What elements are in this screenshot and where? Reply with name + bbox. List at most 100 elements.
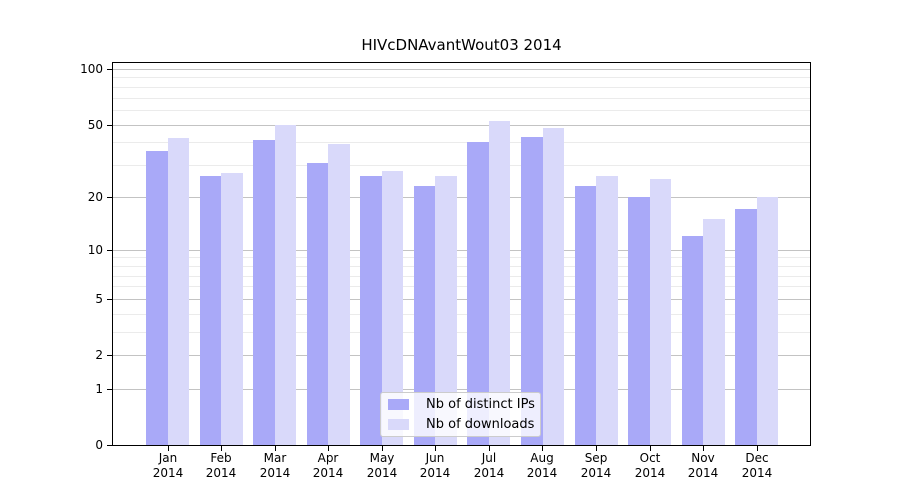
y-tick-mark [107, 389, 112, 390]
x-tick-mark [382, 446, 383, 451]
x-tick-month: May [369, 451, 395, 465]
x-tick-month: Jan [158, 451, 178, 465]
y-tick-mark [107, 299, 112, 300]
y-tick-label: 1 [95, 382, 103, 396]
x-tick-label: Jan 2014 [137, 451, 199, 481]
y-tick-label: 2 [95, 348, 103, 362]
gridlines-layer [113, 63, 810, 445]
x-tick-mark [435, 446, 436, 451]
x-tick-month: Oct [639, 451, 661, 465]
y-gridline-minor [113, 165, 810, 166]
legend-item-distinct-ips: Nb of distinct IPs [388, 396, 535, 414]
bar-ips-dec [735, 209, 757, 445]
bar-downloads-jul [488, 121, 511, 445]
x-tick-label: Mar 2014 [244, 451, 306, 481]
y-tick-mark [107, 69, 112, 70]
y-gridline-minor [113, 257, 810, 258]
y-gridline-minor [113, 332, 810, 333]
x-tick-mark [650, 446, 651, 451]
x-tick-mark [168, 446, 169, 451]
x-tick-month: Nov [691, 451, 715, 465]
x-tick-month: Apr [317, 451, 339, 465]
chart-title: HIVcDNAvantWout03 2014 [361, 36, 562, 54]
bar-downloads-feb [221, 173, 243, 445]
y-gridline-major [113, 389, 810, 390]
x-tick-label: Jun 2014 [404, 451, 466, 481]
y-tick-label: 100 [80, 62, 103, 76]
bar-ips-aug [521, 136, 543, 445]
bar-ips-may [360, 176, 382, 445]
bar-ips-oct [628, 196, 650, 445]
x-tick-year: 2014 [259, 466, 291, 480]
legend: Nb of distinct IPs Nb of downloads [380, 392, 541, 437]
x-tick-year: 2014 [687, 466, 719, 480]
bars-layer [113, 63, 810, 445]
x-tick-label: Apr 2014 [297, 451, 359, 481]
legend-swatch-downloads [388, 419, 409, 430]
bar-downloads-sep [596, 176, 618, 445]
y-tick-label: 20 [87, 190, 103, 204]
x-tick-month: Feb [210, 451, 232, 465]
x-tick-label: Sep 2014 [565, 451, 627, 481]
y-tick-mark [107, 197, 112, 198]
y-gridline-major [113, 250, 810, 251]
legend-label-distinct-ips: Nb of distinct IPs [426, 396, 535, 412]
y-tick-label: 10 [87, 243, 103, 257]
x-tick-label: Nov 2014 [672, 451, 734, 481]
y-gridline-minor [113, 110, 810, 111]
y-gridline-minor [113, 87, 810, 88]
x-tick-label: Aug 2014 [511, 451, 573, 481]
x-tick-label: Jul 2014 [458, 451, 520, 481]
plot-area: Nb of distinct IPs Nb of downloads [112, 62, 811, 446]
bar-ips-jan [146, 150, 168, 445]
y-tick-label: 50 [87, 118, 103, 132]
bar-ips-feb [199, 176, 222, 445]
x-tick-year: 2014 [312, 466, 344, 480]
bar-downloads-may [381, 170, 404, 445]
bar-downloads-jan [167, 138, 189, 445]
y-tick-label: 5 [95, 292, 103, 306]
y-tick-mark [107, 125, 112, 126]
x-tick-year: 2014 [366, 466, 398, 480]
bar-ips-nov [681, 235, 704, 445]
y-tick-label: 0 [95, 438, 103, 452]
y-gridline-minor [113, 98, 810, 99]
bar-downloads-aug [542, 127, 564, 445]
x-tick-year: 2014 [580, 466, 612, 480]
y-gridline-major [113, 355, 810, 356]
x-tick-mark [703, 446, 704, 451]
y-gridline-minor [113, 142, 810, 143]
y-gridline-major [113, 299, 810, 300]
bar-ips-jul [467, 142, 489, 445]
y-gridline-minor [113, 314, 810, 315]
x-tick-mark [275, 446, 276, 451]
x-tick-month: Mar [263, 451, 287, 465]
y-gridline-minor [113, 266, 810, 267]
legend-label-downloads: Nb of downloads [426, 416, 535, 432]
x-tick-label: Feb 2014 [190, 451, 252, 481]
x-tick-year: 2014 [741, 466, 773, 480]
x-tick-mark [757, 446, 758, 451]
x-tick-month: Dec [745, 451, 769, 465]
bar-ips-sep [574, 186, 597, 445]
x-tick-year: 2014 [152, 466, 184, 480]
y-gridline-minor [113, 276, 810, 277]
x-tick-mark [328, 446, 329, 451]
x-tick-year: 2014 [526, 466, 558, 480]
bar-downloads-jun [435, 176, 457, 445]
x-tick-month: Aug [530, 451, 554, 465]
bar-downloads-dec [756, 196, 779, 445]
bar-downloads-oct [649, 179, 672, 445]
y-gridline-major [113, 125, 810, 126]
x-tick-mark [596, 446, 597, 451]
legend-item-downloads: Nb of downloads [388, 416, 534, 434]
x-tick-mark [489, 446, 490, 451]
bar-downloads-nov [703, 219, 725, 445]
x-tick-year: 2014 [419, 466, 451, 480]
bar-ips-mar [253, 140, 275, 445]
y-gridline-major [113, 197, 810, 198]
x-tick-label: Dec 2014 [726, 451, 788, 481]
x-tick-mark [221, 446, 222, 451]
bar-downloads-mar [274, 124, 297, 445]
